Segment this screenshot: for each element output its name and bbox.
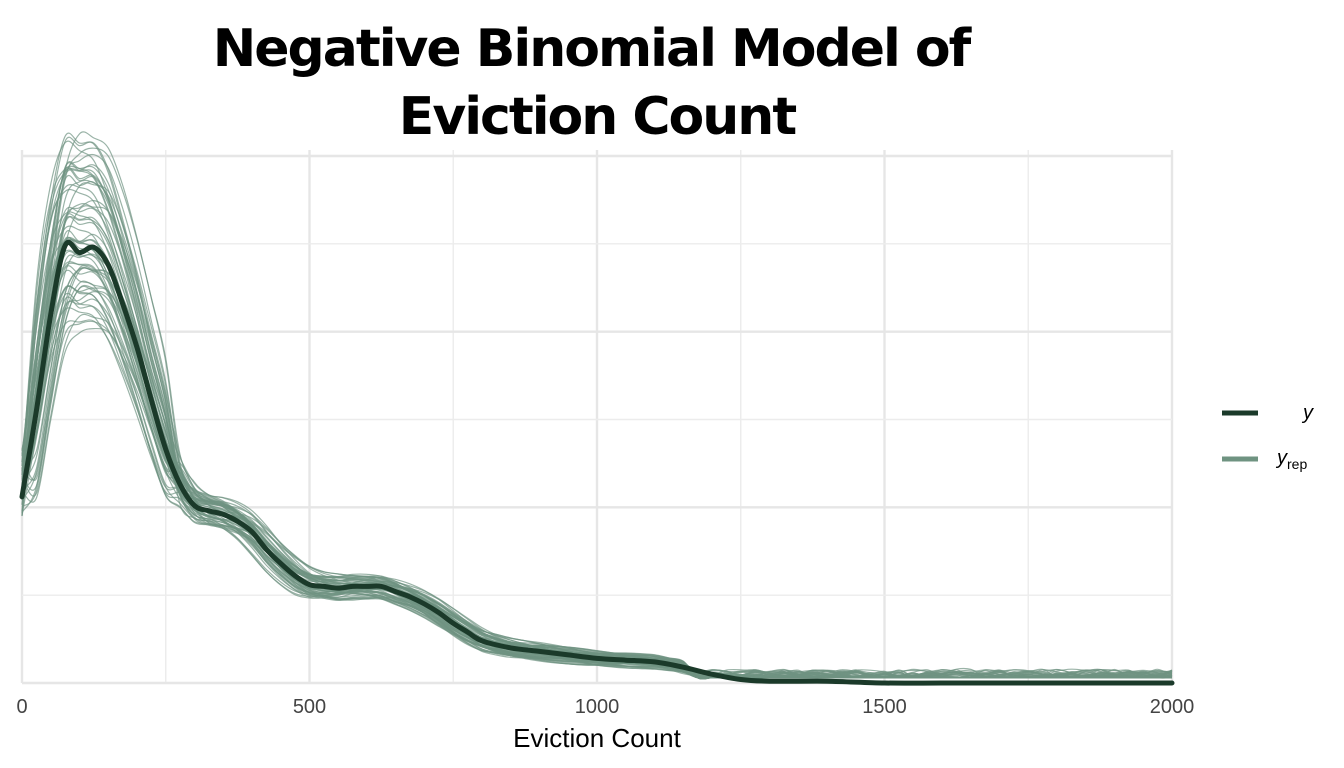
- y-density-line-group: [19, 239, 1175, 686]
- y-density-line: [19, 239, 1175, 686]
- x-axis-title: Eviction Count: [513, 723, 681, 753]
- x-tick-label: 1500: [862, 696, 907, 718]
- chart-title-line-1: Negative Binomial Model of: [213, 19, 973, 79]
- legend-label-yrep: yrep: [1275, 447, 1307, 472]
- legend: y yrep: [1222, 402, 1314, 472]
- legend-label-yrep-sub: rep: [1287, 456, 1307, 472]
- x-tick-label: 0: [16, 696, 27, 718]
- grid-lines: [20, 150, 1174, 685]
- chart-title-line-2: Eviction Count: [399, 87, 797, 147]
- x-tick-label: 2000: [1150, 696, 1195, 718]
- legend-label-y: y: [1301, 402, 1314, 424]
- yrep-density-line: [21, 285, 1173, 679]
- x-axis-ticks: 0 500 1000 1500 2000: [16, 696, 1194, 718]
- x-tick-label: 1000: [575, 696, 620, 718]
- legend-label-yrep-main: y: [1275, 447, 1288, 469]
- yrep-density-line: [21, 296, 1172, 679]
- x-tick-label: 500: [293, 696, 326, 718]
